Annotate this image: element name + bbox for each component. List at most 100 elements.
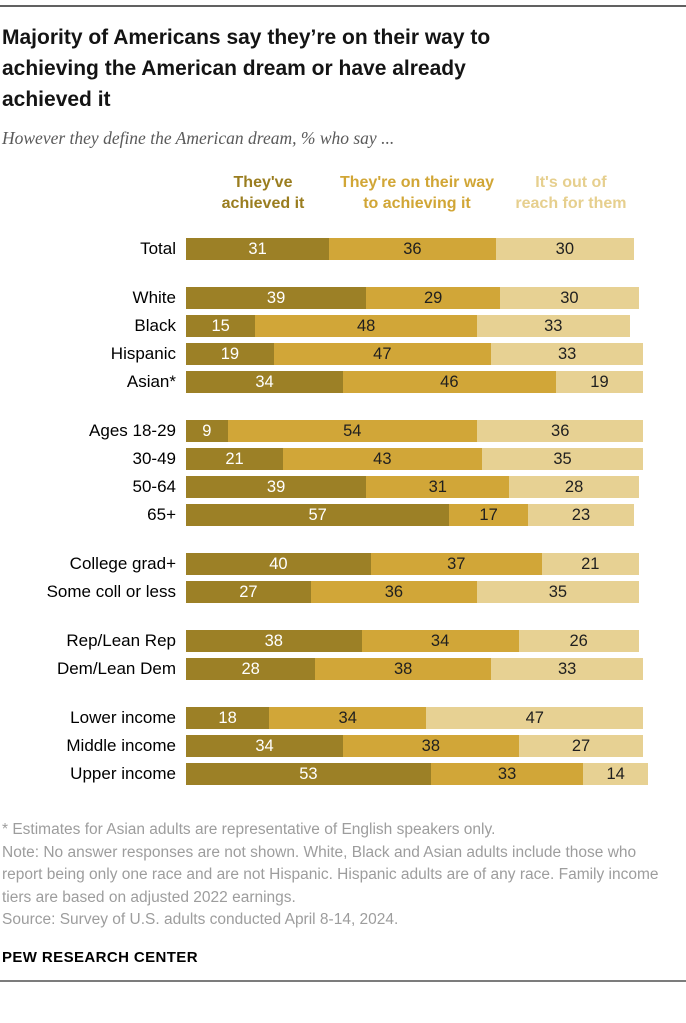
stacked-bar: 21 43 35 — [186, 448, 648, 470]
bar-segment-achieved: 21 — [186, 448, 284, 470]
value-label: 9 — [202, 421, 212, 440]
bar-segment-on-their-way: 38 — [315, 658, 491, 680]
stacked-bar: 9 54 36 — [186, 420, 648, 442]
stacked-bar: 28 38 33 — [186, 658, 648, 680]
value-label: 34 — [255, 736, 274, 755]
bar-segment-out-of-reach: 14 — [583, 763, 648, 785]
bar-segment-on-their-way: 46 — [343, 371, 556, 393]
bar-segment-on-their-way: 29 — [366, 287, 501, 309]
value-label: 37 — [447, 554, 466, 573]
stacked-bar: 38 34 26 — [186, 630, 648, 652]
bar-segment-out-of-reach: 26 — [518, 630, 639, 652]
stacked-bar: 31 36 30 — [186, 238, 648, 260]
bar-segment-out-of-reach: 23 — [527, 504, 635, 526]
bar-segment-on-their-way: 47 — [273, 343, 491, 365]
row-label: Lower income — [70, 708, 176, 727]
stacked-bar: 57 17 23 — [186, 504, 648, 526]
bar-group: Rep/Lean Rep 38 34 26 Dem/Lean Dem 28 38 33 — [2, 630, 686, 680]
bar-segment-achieved: 39 — [186, 287, 367, 309]
bar-segment-out-of-reach: 36 — [477, 420, 644, 442]
bar-segment-out-of-reach: 30 — [495, 238, 635, 260]
bar-group: Total 31 36 30 — [2, 238, 686, 260]
value-label: 33 — [544, 316, 563, 335]
bar-segment-on-their-way: 36 — [310, 581, 478, 603]
stacked-bar: 18 34 47 — [186, 707, 648, 729]
bar-segment-out-of-reach: 27 — [518, 735, 644, 757]
stacked-bar: 19 47 33 — [186, 343, 648, 365]
bar-segment-achieved: 57 — [186, 504, 450, 526]
bar-segment-achieved: 34 — [186, 735, 344, 757]
legend-item-out-of-reach: It's out of reach for them — [494, 172, 648, 214]
bar-segment-achieved: 39 — [186, 476, 367, 498]
value-label: 47 — [525, 708, 544, 727]
table-row: Some coll or less 27 36 35 — [2, 581, 686, 603]
table-row: Middle income 34 38 27 — [2, 735, 686, 757]
bar-group: College grad+ 40 37 21 Some coll or less 27 36… — [2, 553, 686, 603]
value-label: 31 — [428, 477, 447, 496]
bar-segment-out-of-reach: 33 — [490, 343, 644, 365]
value-label: 28 — [241, 659, 260, 678]
value-label: 21 — [581, 554, 600, 573]
bar-segment-out-of-reach: 33 — [477, 315, 630, 337]
legend-item-achieved: They've achieved it — [186, 172, 340, 214]
table-row: Ages 18-29 9 54 36 — [2, 420, 686, 442]
row-label: Hispanic — [110, 344, 176, 363]
value-label: 40 — [269, 554, 288, 573]
stacked-bar: 40 37 21 — [186, 553, 648, 575]
row-label: Some coll or less — [46, 582, 176, 601]
bar-segment-achieved: 28 — [186, 658, 316, 680]
stacked-bar: 39 29 30 — [186, 287, 648, 309]
legend-label: reach for them — [515, 195, 627, 212]
value-label: 27 — [239, 582, 258, 601]
row-label: 30-49 — [132, 449, 176, 468]
row-label: Asian* — [126, 372, 176, 391]
top-divider — [0, 5, 686, 7]
bar-segment-on-their-way: 37 — [370, 553, 542, 575]
value-label: 26 — [569, 631, 588, 650]
stacked-bar: 53 33 14 — [186, 763, 648, 785]
row-label: Upper income — [70, 764, 176, 783]
table-row: Asian* 34 46 19 — [2, 371, 686, 393]
stacked-bar: 39 31 28 — [186, 476, 648, 498]
value-label: 21 — [225, 449, 244, 468]
bar-segment-out-of-reach: 35 — [481, 448, 644, 470]
page-title: Majority of Americans say they’re on the… — [2, 26, 491, 111]
table-row: Total 31 36 30 — [2, 238, 686, 260]
value-label: 46 — [440, 372, 459, 391]
value-label: 33 — [497, 764, 517, 783]
value-label: 38 — [421, 736, 441, 755]
row-label: Total — [140, 239, 176, 258]
value-label: 36 — [551, 421, 570, 440]
row-label: College grad+ — [69, 554, 176, 573]
value-label: 31 — [248, 239, 267, 258]
legend-label: They're on their way — [339, 174, 495, 191]
legend-label: to achieving it — [363, 195, 471, 212]
row-label: Black — [134, 316, 176, 335]
value-label: 36 — [403, 239, 422, 258]
bar-segment-out-of-reach: 30 — [500, 287, 639, 309]
bar-segment-on-their-way: 48 — [255, 315, 478, 337]
row-label: 65+ — [147, 505, 176, 524]
bar-segment-on-their-way: 34 — [269, 707, 427, 729]
row-label: Ages 18-29 — [89, 421, 176, 440]
bar-segment-out-of-reach: 28 — [509, 476, 639, 498]
value-label: 53 — [299, 764, 318, 783]
value-label: 15 — [211, 316, 230, 335]
legend: They've achieved it They're on their way… — [186, 172, 648, 214]
bar-groups: Total 31 36 30 White 39 29 30 Black 15 48 33 Hispani… — [2, 238, 686, 785]
value-label: 17 — [479, 505, 498, 524]
stacked-bar: 34 46 19 — [186, 371, 648, 393]
row-label: Rep/Lean Rep — [66, 631, 176, 650]
bar-segment-on-their-way: 54 — [227, 420, 478, 442]
value-label: 36 — [384, 582, 404, 601]
legend-label: achieved it — [221, 195, 305, 212]
value-label: 34 — [255, 372, 274, 391]
table-row: Hispanic 19 47 33 — [2, 343, 686, 365]
bar-segment-achieved: 38 — [186, 630, 362, 652]
value-label: 30 — [555, 239, 574, 258]
row-label: Dem/Lean Dem — [56, 659, 176, 678]
bar-segment-achieved: 18 — [186, 707, 270, 729]
value-label: 23 — [571, 505, 591, 524]
value-label: 33 — [557, 659, 577, 678]
table-row: Upper income 53 33 14 — [2, 763, 686, 785]
